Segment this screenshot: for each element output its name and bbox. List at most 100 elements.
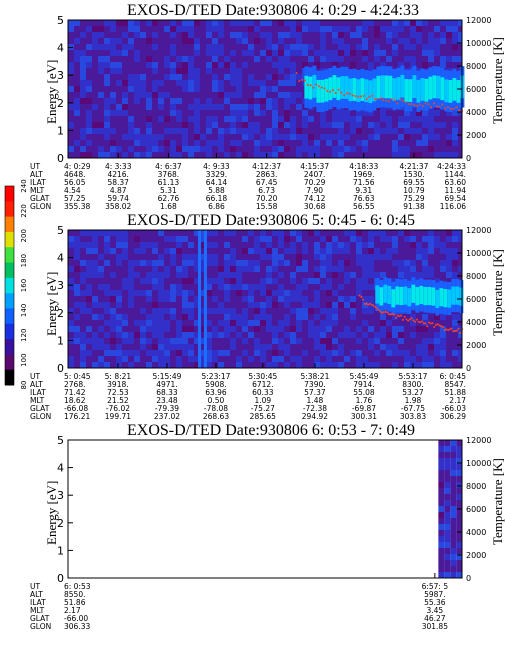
- noise-cell: [236, 116, 242, 122]
- noise-cell: [332, 332, 338, 338]
- noise-cell: [350, 248, 356, 254]
- noise-cell: [392, 146, 398, 152]
- noise-cell: [452, 128, 458, 134]
- noise-cell: [194, 308, 200, 314]
- noise-cell: [128, 86, 134, 92]
- noise-cell: [296, 20, 302, 26]
- noise-cell: [98, 290, 104, 296]
- noise-cell: [278, 116, 284, 122]
- noise-cell: [152, 56, 158, 62]
- noise-cell: [404, 320, 410, 326]
- noise-cell: [320, 338, 326, 344]
- noise-cell: [254, 62, 260, 68]
- ephemeris-value: 4.87: [110, 186, 127, 195]
- noise-cell: [410, 152, 416, 158]
- noise-cell: [374, 236, 380, 242]
- noise-cell: [224, 32, 230, 38]
- noise-cell: [308, 122, 314, 128]
- noise-cell: [344, 26, 350, 32]
- noise-cell: [444, 572, 451, 578]
- noise-cell: [404, 56, 410, 62]
- noise-cell: [128, 152, 134, 158]
- temperature-point: [386, 311, 389, 314]
- noise-cell: [272, 236, 278, 242]
- noise-cell: [302, 272, 308, 278]
- noise-cell: [374, 350, 380, 356]
- noise-cell: [242, 110, 248, 116]
- noise-cell: [80, 62, 86, 68]
- noise-cell: [164, 134, 170, 140]
- noise-cell: [386, 140, 392, 146]
- noise-cell: [224, 50, 230, 56]
- noise-cell: [140, 20, 146, 26]
- noise-cell: [248, 80, 254, 86]
- noise-cell: [92, 260, 98, 266]
- noise-cell: [456, 530, 462, 536]
- noise-cell: [356, 248, 362, 254]
- noise-cell: [182, 68, 188, 74]
- noise-cell: [134, 254, 140, 260]
- noise-cell: [456, 470, 462, 476]
- noise-cell: [392, 122, 398, 128]
- noise-cell: [146, 314, 152, 320]
- noise-cell: [158, 344, 164, 350]
- noise-cell: [338, 308, 344, 314]
- noise-cell: [248, 344, 254, 350]
- noise-cell: [164, 146, 170, 152]
- noise-cell: [392, 350, 398, 356]
- noise-cell: [260, 350, 266, 356]
- temperature-point: [455, 106, 458, 109]
- noise-cell: [440, 152, 446, 158]
- temperature-point: [446, 106, 449, 109]
- noise-cell: [206, 38, 212, 44]
- temperature-point: [374, 98, 377, 101]
- band-core-cell: [328, 77, 333, 101]
- noise-cell: [446, 110, 452, 116]
- temperature-point: [407, 319, 410, 322]
- temperature-point: [395, 316, 398, 319]
- noise-cell: [266, 302, 272, 308]
- temperature-point: [374, 305, 377, 308]
- noise-cell: [332, 242, 338, 248]
- noise-cell: [416, 44, 422, 50]
- noise-cell: [266, 140, 272, 146]
- noise-cell: [326, 20, 332, 26]
- noise-cell: [444, 530, 451, 536]
- noise-cell: [230, 344, 236, 350]
- band-core-cell: [387, 285, 392, 305]
- noise-cell: [350, 32, 356, 38]
- noise-cell: [260, 146, 266, 152]
- noise-cell: [314, 56, 320, 62]
- noise-cell: [182, 254, 188, 260]
- noise-cell: [218, 44, 224, 50]
- noise-cell: [110, 302, 116, 308]
- noise-cell: [194, 44, 200, 50]
- noise-cell: [110, 338, 116, 344]
- noise-cell: [98, 254, 104, 260]
- noise-cell: [450, 470, 457, 476]
- noise-cell: [98, 272, 104, 278]
- noise-cell: [362, 332, 368, 338]
- noise-cell: [272, 278, 278, 284]
- noise-cell: [212, 314, 218, 320]
- noise-cell: [182, 32, 188, 38]
- noise-cell: [170, 44, 176, 50]
- noise-cell: [458, 110, 462, 116]
- ephemeris-value: 67.45: [256, 178, 278, 187]
- noise-cell: [308, 20, 314, 26]
- noise-cell: [326, 134, 332, 140]
- noise-cell: [368, 248, 374, 254]
- colorbar-tick-label: 80: [20, 381, 28, 390]
- noise-cell: [68, 32, 74, 38]
- noise-cell: [456, 494, 462, 500]
- noise-cell: [176, 50, 182, 56]
- noise-cell: [86, 362, 92, 368]
- noise-cell: [224, 272, 230, 278]
- band-core-cell: [352, 78, 357, 101]
- noise-cell: [128, 266, 134, 272]
- noise-cell: [218, 134, 224, 140]
- noise-cell: [362, 152, 368, 158]
- ephemeris-value: 63.96: [205, 388, 227, 397]
- y2tick-label: 0: [466, 574, 471, 583]
- noise-cell: [236, 134, 242, 140]
